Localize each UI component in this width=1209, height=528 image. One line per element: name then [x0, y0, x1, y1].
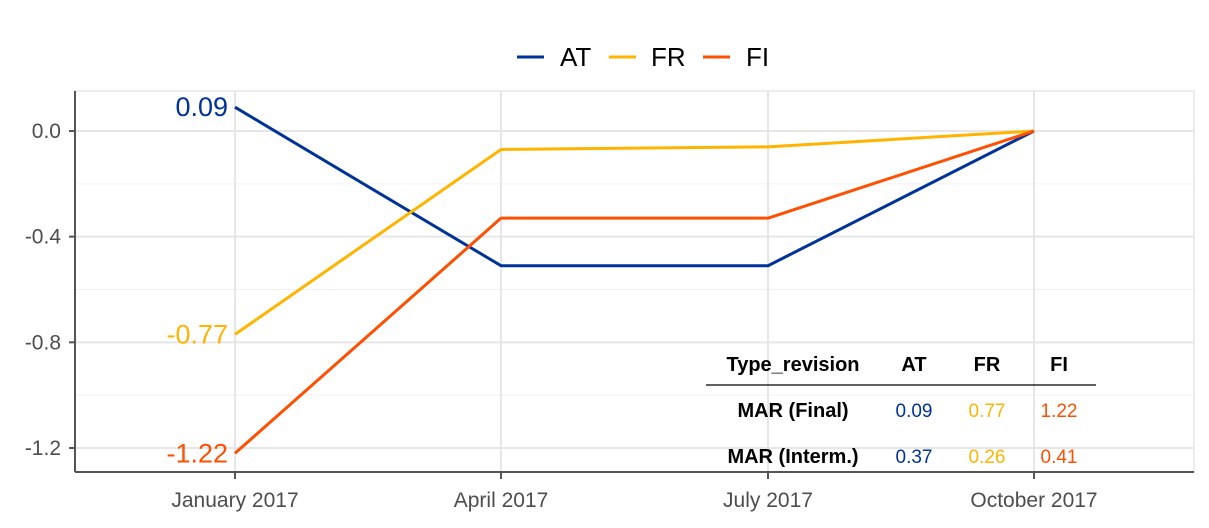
start-label-at: 0.09 [175, 92, 228, 122]
table-row: MAR (Interm.) 0.37 0.26 0.41 [727, 446, 1077, 468]
series-line-at [234, 105, 1035, 268]
series-line-fi [234, 129, 1035, 455]
y-tick-label: -0.4 [25, 226, 62, 249]
grid [74, 90, 1195, 473]
mar-table: Type_revision AT FR FI MAR (Final) 0.09 0.77 1.… [706, 354, 1096, 468]
table-cell: 0.37 [896, 447, 933, 468]
table-header-cell: Type_revision [726, 354, 859, 376]
start-label-fr: -0.77 [166, 319, 228, 349]
legend: AT FR FI [517, 42, 769, 72]
series-lines [234, 105, 1035, 455]
table-header-cell: FR [974, 354, 1001, 376]
start-label-fi: -1.22 [166, 438, 228, 468]
table-cell: 0.09 [896, 401, 933, 422]
table-row-label: MAR (Final) [737, 400, 848, 422]
table-header-cell: AT [901, 354, 926, 376]
table-cell: 1.22 [1041, 401, 1078, 422]
axes: 0.0 -0.4 -0.8 -1.2 January 2017 April 2017 Jul… [25, 91, 1194, 512]
x-tick-label: October 2017 [970, 489, 1097, 512]
legend-item-at: AT [517, 42, 591, 72]
y-tick-label: -1.2 [25, 437, 61, 460]
x-tick-label: April 2017 [454, 489, 549, 512]
x-tick-label: July 2017 [723, 489, 813, 512]
table-cell: 0.26 [969, 447, 1006, 468]
table-row-label: MAR (Interm.) [727, 446, 858, 468]
y-tick-label: -0.8 [25, 331, 61, 354]
legend-label-fr: FR [651, 42, 686, 72]
legend-item-fr: FR [609, 42, 686, 72]
table-cell: 0.77 [969, 401, 1006, 422]
table-row: MAR (Final) 0.09 0.77 1.22 [737, 400, 1077, 422]
series-line-fr [234, 129, 1035, 336]
legend-label-at: AT [560, 42, 591, 72]
legend-item-fi: FI [703, 42, 769, 72]
table-header-cell: FI [1050, 354, 1068, 376]
legend-label-fi: FI [746, 42, 769, 72]
start-value-labels: 0.09 -0.77 -1.22 [166, 92, 228, 468]
x-tick-label: January 2017 [171, 489, 298, 512]
table-cell: 0.41 [1041, 447, 1078, 468]
y-tick-label: 0.0 [32, 120, 61, 143]
